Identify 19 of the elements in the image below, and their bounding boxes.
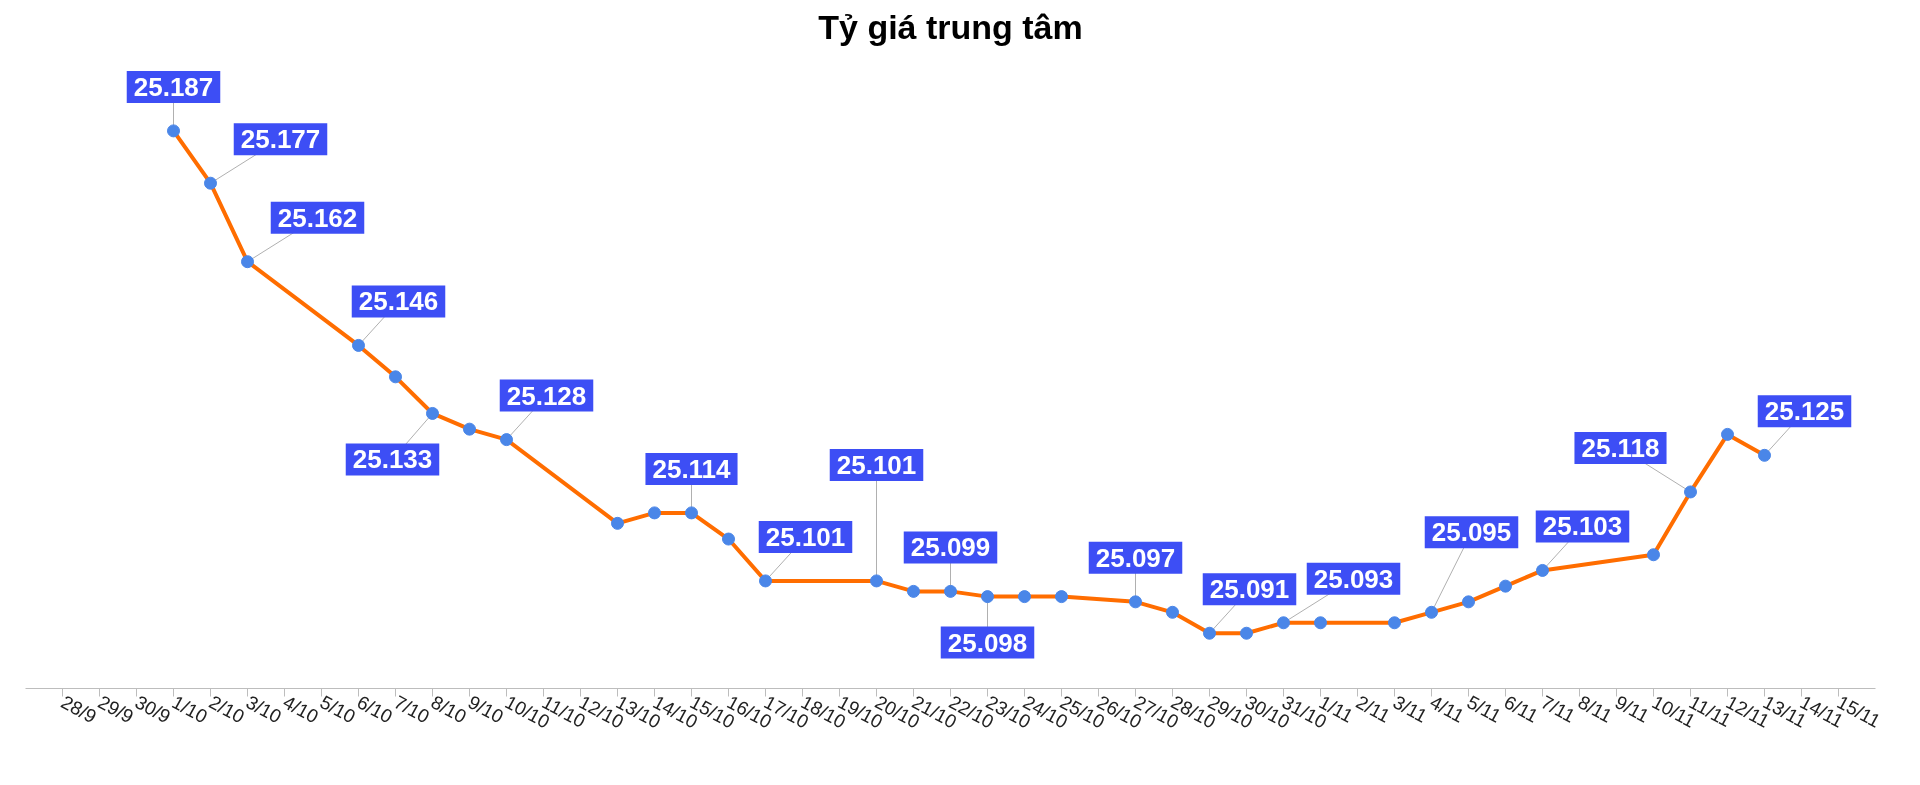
data-label: 25.103 <box>1542 511 1623 542</box>
chart-title: Tỷ giá trung tâm <box>818 7 1083 46</box>
data-label: 25.101 <box>765 521 846 552</box>
data-label: 25.133 <box>352 444 433 475</box>
data-label: 25.093 <box>1313 563 1394 594</box>
data-label: 25.095 <box>1431 517 1512 548</box>
data-label: 25.114 <box>652 453 732 484</box>
data-label: 25.128 <box>506 380 587 411</box>
data-label: 25.091 <box>1209 574 1290 605</box>
data-label: 25.118 <box>1581 432 1660 463</box>
data-label: 25.097 <box>1095 542 1176 573</box>
data-label: 25.099 <box>910 532 991 563</box>
data-label: 25.187 <box>133 71 214 102</box>
data-label: 25.146 <box>358 286 439 317</box>
data-label: 25.162 <box>277 202 358 233</box>
data-label: 25.098 <box>947 627 1028 658</box>
data-label: 25.177 <box>240 124 321 155</box>
data-label: 25.101 <box>836 449 917 480</box>
data-label: 25.125 <box>1764 396 1845 427</box>
